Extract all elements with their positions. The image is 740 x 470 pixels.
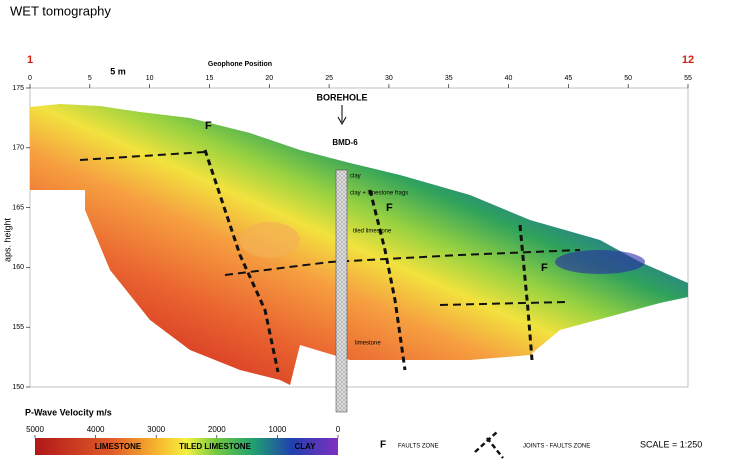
x-axis-label: Geophone Position (208, 61, 272, 68)
x-tick-label: 35 (445, 75, 453, 82)
x-tick-label: 5 (88, 75, 92, 82)
layer-label: clay (350, 174, 361, 180)
x-tick-label: 20 (265, 75, 273, 82)
geophone-label: 12 (682, 54, 694, 66)
layer-label: tiled limestone (353, 229, 392, 235)
zone-label: LIMESTONE (95, 442, 142, 451)
x-tick-label: 40 (505, 75, 513, 82)
y-tick-label: 175 (12, 85, 24, 92)
velocity-anomaly (555, 250, 645, 274)
colorbar (35, 438, 338, 455)
x-tick-label: 0 (28, 75, 32, 82)
fault-annotation: F (205, 120, 212, 132)
y-tick-label: 160 (12, 264, 24, 271)
scale-bar: 5 m (110, 66, 126, 76)
zone-label: TILED LIMESTONE (179, 442, 252, 451)
fault-annotation: F (541, 262, 548, 274)
title: WET tomography (10, 3, 111, 18)
fault-line (79, 151, 581, 306)
colorbar-tick-label: 4000 (87, 425, 105, 434)
legend-label: JOINTS - FAULTS ZONE (523, 444, 590, 450)
x-tick-label: 55 (684, 75, 692, 82)
colorbar-tick-label: 1000 (269, 425, 287, 434)
joint-line (203, 149, 534, 373)
legend-symbol: F (380, 440, 386, 451)
colorbar-tick-label: 5000 (26, 425, 44, 434)
y-tick-label: 165 (12, 204, 24, 211)
colorbar-title: P-Wave Velocity m/s (25, 407, 112, 417)
layer-label: limestone (355, 341, 381, 347)
plot-frame (29, 87, 689, 388)
y-axis-label: aps. height (2, 217, 12, 262)
legend-joint-icon (474, 431, 504, 459)
x-tick-label: 45 (564, 75, 572, 82)
colorbar-tick-label: 2000 (208, 425, 226, 434)
x-tick-label: 15 (206, 75, 214, 82)
borehole-name: BMD-6 (332, 138, 358, 147)
velocity-anomaly (240, 222, 300, 258)
legend-label: FAULTS ZONE (398, 444, 439, 450)
colorbar-tick-label: 0 (336, 425, 341, 434)
scale-text: SCALE = 1:250 (640, 439, 702, 449)
geophone-label: 1 (27, 54, 33, 66)
velocity-section (30, 104, 688, 385)
x-tick-label: 25 (325, 75, 333, 82)
y-tick-label: 150 (12, 384, 24, 391)
fault-annotation: F (386, 202, 393, 214)
x-tick-label: 50 (624, 75, 632, 82)
colorbar-tick-label: 3000 (147, 425, 165, 434)
x-tick-label: 10 (146, 75, 154, 82)
borehole-label: BOREHOLE (316, 92, 367, 102)
y-tick-label: 170 (12, 145, 24, 152)
zone-label: CLAY (294, 442, 316, 451)
borehole (335, 169, 348, 413)
x-tick-label: 30 (385, 75, 393, 82)
y-tick-label: 155 (12, 324, 24, 331)
borehole-arrow (337, 105, 347, 126)
layer-label: clay + limestone frags (350, 191, 408, 197)
